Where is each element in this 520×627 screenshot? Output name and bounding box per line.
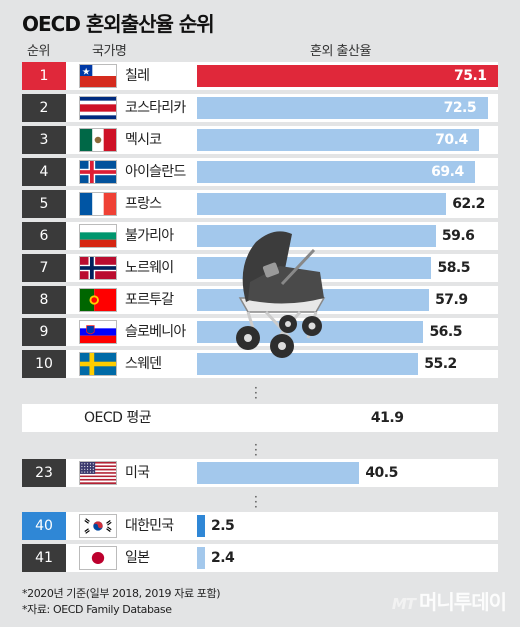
country-name: 미국 (125, 465, 150, 481)
korea-flag-icon (79, 514, 117, 538)
bar-코스타리카 (197, 97, 488, 119)
country-name: 프랑스 (125, 196, 162, 212)
country-name: 일본 (125, 550, 150, 566)
brand-logo: MT 머니투데이 (391, 586, 507, 616)
rank-badge: 2 (22, 94, 66, 122)
baby-stroller-icon (236, 231, 326, 358)
data-label: 70.4 (435, 132, 468, 148)
rank-badge: 40 (22, 512, 66, 540)
oecd-average-label: OECD 평균 (84, 410, 152, 426)
rank-badge: 7 (22, 254, 66, 282)
country-name: 칠레 (125, 68, 150, 84)
data-label: 41.9 (370, 410, 404, 426)
rank-badge: 10 (22, 350, 66, 378)
oecd-average-row (22, 404, 498, 432)
ellipsis-divider: · · · (254, 490, 258, 514)
country-name: 스웨덴 (125, 356, 162, 372)
ellipsis-divider: · · · (254, 381, 258, 405)
rank-badge: 1 (22, 62, 66, 90)
data-label: 40.5 (365, 465, 398, 481)
ellipsis-divider: · · · (254, 438, 258, 462)
country-name: 불가리아 (125, 228, 174, 244)
country-name: 포르투갈 (125, 292, 174, 308)
data-label: 55.2 (424, 356, 457, 372)
bar-프랑스 (197, 193, 447, 215)
norway-flag-icon (79, 256, 117, 280)
country-name: 대한민국 (125, 518, 174, 534)
data-label: 2.4 (211, 550, 235, 566)
france-flag-icon (79, 192, 117, 216)
logo-name: 머니투데이 (419, 590, 507, 614)
rank-badge: 9 (22, 318, 66, 346)
bar-미국 (197, 462, 360, 484)
column-header-rank: 순위 (27, 44, 50, 59)
chile-flag-icon (79, 64, 117, 88)
bar-아이슬란드 (197, 161, 476, 183)
data-label: 58.5 (437, 260, 470, 276)
country-name: 노르웨이 (125, 260, 174, 276)
rank-badge: 5 (22, 190, 66, 218)
bar-스웨덴 (197, 353, 419, 375)
chart-title: OECD 혼외출산율 순위 (22, 12, 215, 36)
data-label: 56.5 (429, 324, 462, 340)
mexico-flag-icon (79, 128, 117, 152)
sweden-flag-icon (79, 352, 117, 376)
data-label: 57.9 (435, 292, 468, 308)
data-label: 72.5 (443, 100, 477, 116)
rank-badge: 8 (22, 286, 66, 314)
country-name: 아이슬란드 (125, 164, 186, 180)
column-header-country: 국가명 (92, 44, 127, 59)
logo-mt: MT (391, 595, 416, 613)
footnote-source: *자료: OECD Family Database (22, 603, 172, 616)
rank-badge: 41 (22, 544, 66, 572)
rank-badge: 3 (22, 126, 66, 154)
rank-badge: 4 (22, 158, 66, 186)
bar-멕시코 (197, 129, 480, 151)
country-name: 코스타리카 (125, 100, 186, 116)
rank-badge: 6 (22, 222, 66, 250)
japan-flag-icon (79, 546, 117, 570)
slovenia-flag-icon (79, 320, 117, 344)
data-label: 59.6 (441, 228, 475, 244)
costa-rica-flag-icon (79, 96, 117, 120)
data-label: 62.2 (452, 196, 485, 212)
usa-flag-icon (79, 461, 117, 485)
country-name: 멕시코 (125, 132, 162, 148)
data-label: 75.1 (454, 68, 487, 84)
rank-badge: 23 (22, 459, 66, 487)
footnote-base-year: *2020년 기준(일부 2018, 2019 자료 포함) (22, 587, 221, 600)
bar-OECD 평균 (197, 407, 365, 429)
bulgaria-flag-icon (79, 224, 117, 248)
column-header-rate: 혼외 출산율 (310, 44, 371, 59)
portugal-flag-icon (79, 288, 117, 312)
data-label: 69.4 (431, 164, 464, 180)
bar-칠레 (197, 65, 498, 87)
bar-대한민국 (197, 515, 205, 537)
bar-일본 (197, 547, 205, 569)
data-label: 2.5 (211, 518, 235, 534)
country-name: 슬로베니아 (125, 324, 186, 340)
iceland-flag-icon (79, 160, 117, 184)
